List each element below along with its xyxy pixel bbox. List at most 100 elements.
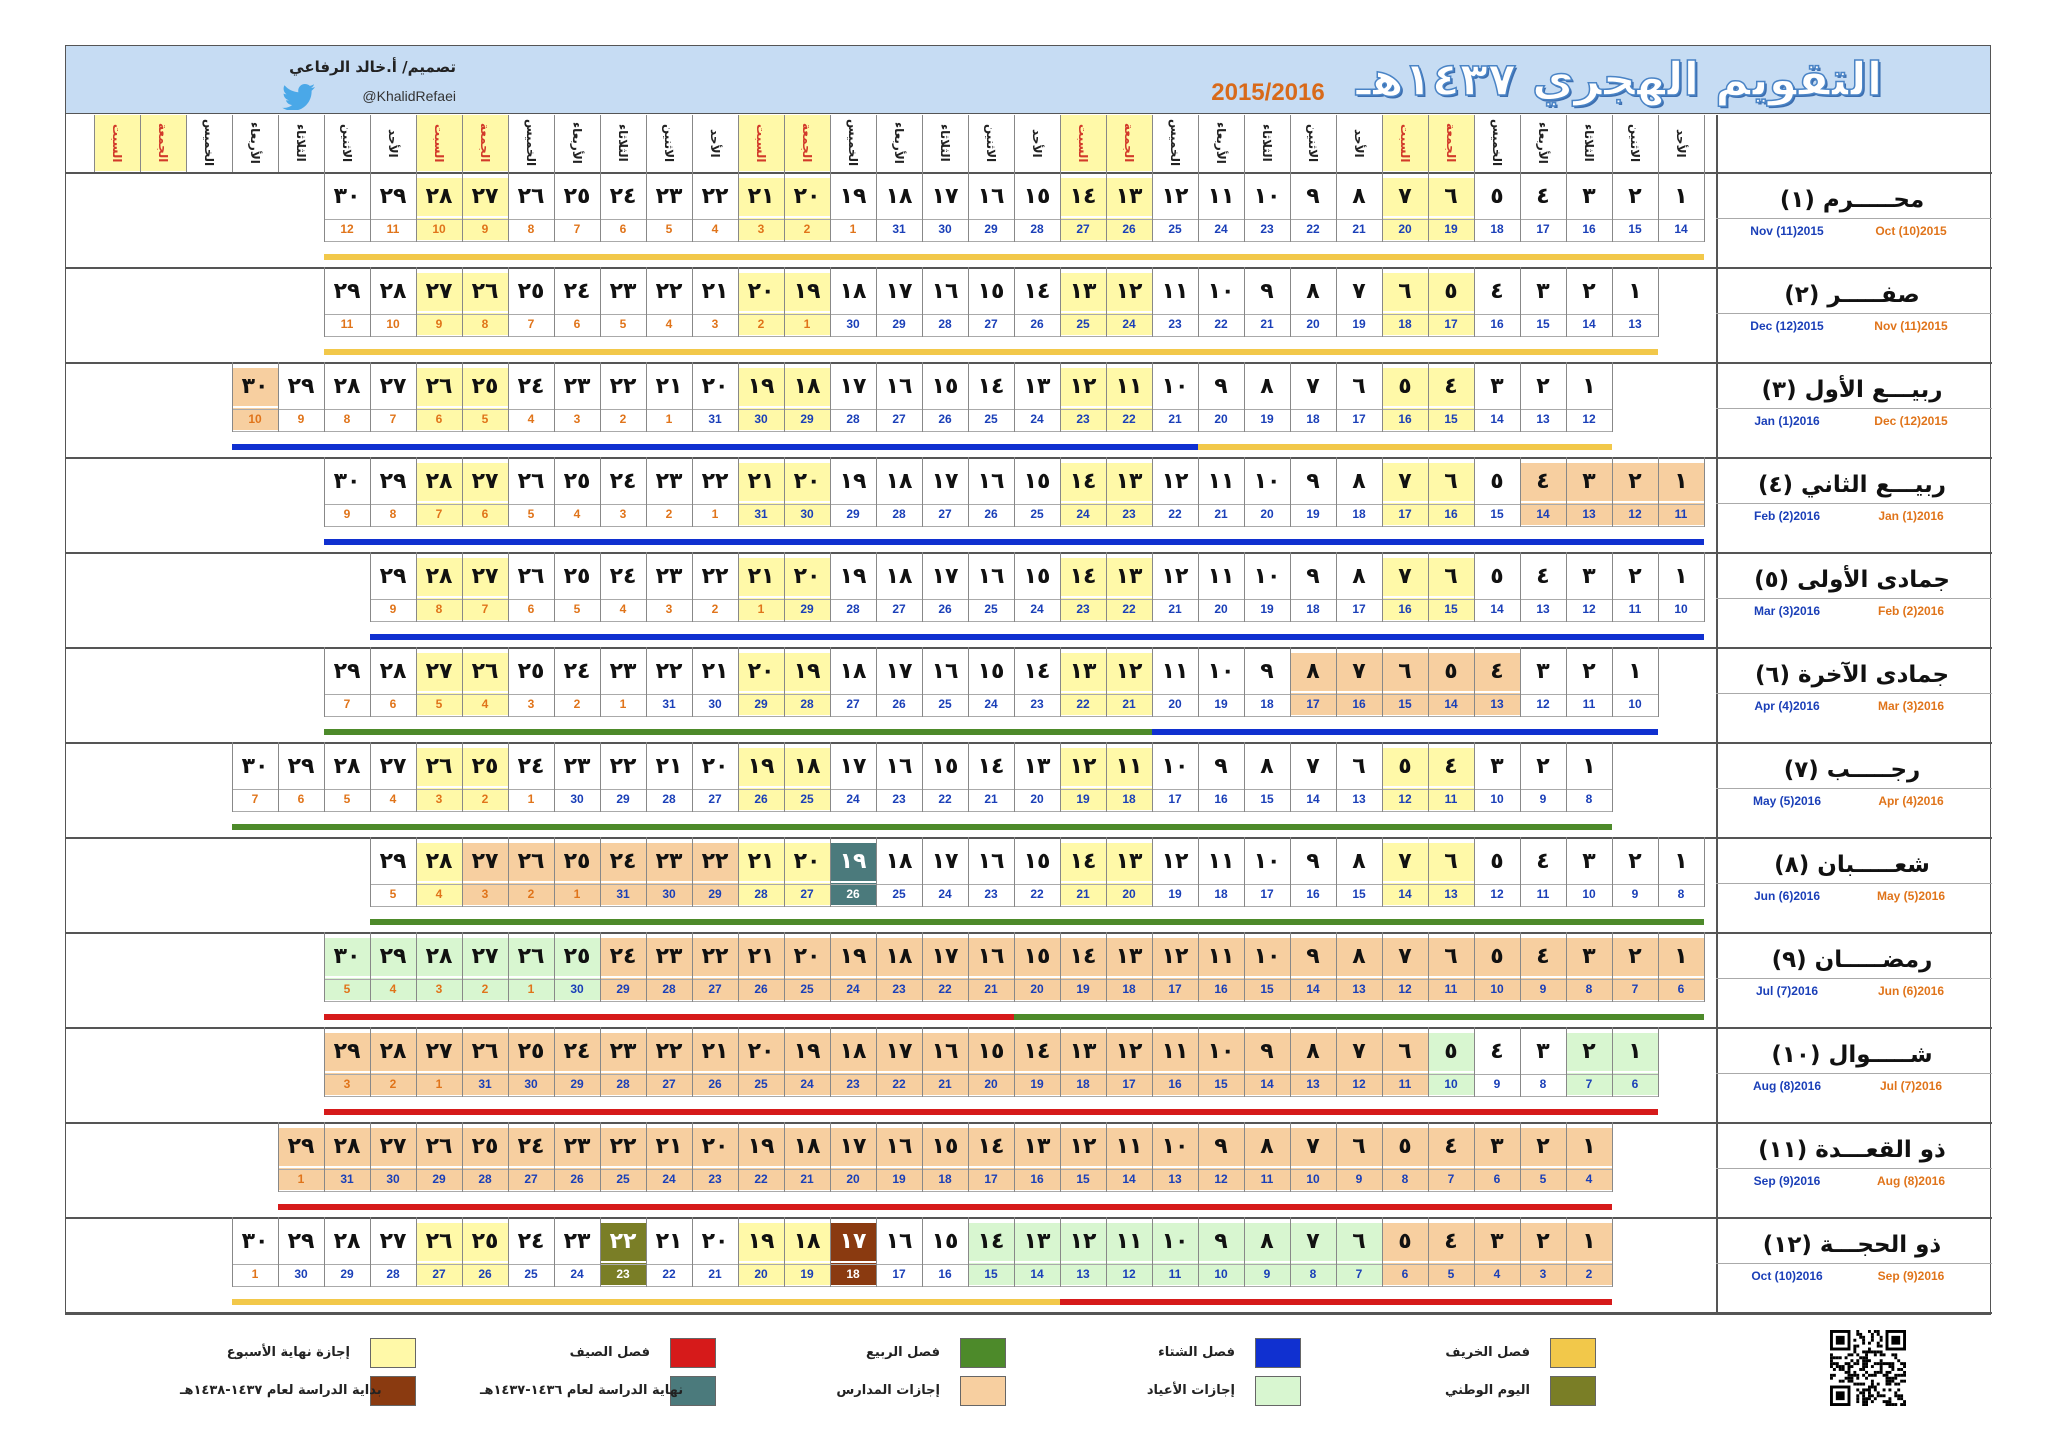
day-cell[interactable]: ١ 14 xyxy=(1658,172,1704,267)
day-cell[interactable]: ١١ 12 xyxy=(1106,1217,1152,1312)
day-cell[interactable]: ٣٠ 12 xyxy=(324,172,370,267)
day-cell[interactable]: ٣ 10 xyxy=(1474,742,1520,837)
day-cell[interactable]: ١٠ 17 xyxy=(1152,742,1198,837)
day-cell[interactable]: ٢٥ 30 xyxy=(554,932,600,1027)
day-cell[interactable]: ٢٣ 2 xyxy=(646,457,692,552)
day-cell[interactable]: ١٠ 22 xyxy=(1198,267,1244,362)
day-cell[interactable]: ٥ 14 xyxy=(1428,647,1474,742)
day-cell[interactable]: ٢٧ 3 xyxy=(462,837,508,932)
day-cell[interactable]: ٩ 14 xyxy=(1244,1027,1290,1122)
day-cell[interactable]: ٣٠ 5 xyxy=(324,932,370,1027)
day-cell[interactable]: ٢ 14 xyxy=(1566,267,1612,362)
day-cell[interactable]: ٢٨ 3 xyxy=(416,932,462,1027)
day-cell[interactable]: ١١ 20 xyxy=(1152,647,1198,742)
day-cell[interactable]: ١٧ 28 xyxy=(830,362,876,457)
day-cell[interactable]: ٢٠ 2 xyxy=(784,172,830,267)
day-cell[interactable]: ٢١ 1 xyxy=(738,552,784,647)
day-cell[interactable]: ٢٧ 6 xyxy=(462,457,508,552)
day-cell[interactable]: ١١ 18 xyxy=(1198,837,1244,932)
day-cell[interactable]: ١٦ 25 xyxy=(968,552,1014,647)
day-cell[interactable]: ١٥ 24 xyxy=(968,647,1014,742)
day-cell[interactable]: ٢٤ 4 xyxy=(508,362,554,457)
day-cell[interactable]: ١٥ 26 xyxy=(922,362,968,457)
day-cell[interactable]: ١٣ 18 xyxy=(1060,1027,1106,1122)
day-cell[interactable]: ٩ 18 xyxy=(1244,647,1290,742)
day-cell[interactable]: ١١ 16 xyxy=(1198,932,1244,1027)
day-cell[interactable]: ٦ 11 xyxy=(1382,1027,1428,1122)
day-cell[interactable]: ١٤ 19 xyxy=(1014,1027,1060,1122)
day-cell[interactable]: ١٢ 22 xyxy=(1152,457,1198,552)
day-cell[interactable]: ٤ 14 xyxy=(1520,457,1566,552)
day-cell[interactable]: ١٤ 19 xyxy=(1060,932,1106,1027)
day-cell[interactable]: ١ 10 xyxy=(1658,552,1704,647)
day-cell[interactable]: ١٤ 27 xyxy=(1060,172,1106,267)
day-cell[interactable]: ١٤ 26 xyxy=(1014,267,1060,362)
day-cell[interactable]: ٢٠ 29 xyxy=(738,647,784,742)
day-cell[interactable]: ٥ 15 xyxy=(1474,457,1520,552)
day-cell[interactable]: ٢١ 3 xyxy=(738,172,784,267)
day-cell[interactable]: ٢٩ 11 xyxy=(324,267,370,362)
day-cell[interactable]: ١ 11 xyxy=(1658,457,1704,552)
day-cell[interactable]: ٢٤ 2 xyxy=(554,647,600,742)
day-cell[interactable]: ٢٢ 4 xyxy=(692,172,738,267)
day-cell[interactable]: ٢١ 30 xyxy=(692,647,738,742)
day-cell[interactable]: ١٩ 20 xyxy=(738,1217,784,1312)
day-cell[interactable]: ٢٣ 24 xyxy=(554,1217,600,1312)
day-cell[interactable]: ١٤ 21 xyxy=(968,742,1014,837)
day-cell[interactable]: ٢١ 3 xyxy=(692,267,738,362)
day-cell[interactable]: ٢٥ 7 xyxy=(554,172,600,267)
day-cell[interactable]: ١ 12 xyxy=(1566,362,1612,457)
day-cell[interactable]: ١٧ 29 xyxy=(876,267,922,362)
day-cell[interactable]: ١٥ 22 xyxy=(1014,837,1060,932)
day-cell[interactable]: ٢٧ 7 xyxy=(370,362,416,457)
day-cell[interactable]: ١١ 18 xyxy=(1106,742,1152,837)
day-cell[interactable]: ٢٠ 25 xyxy=(784,932,830,1027)
day-cell[interactable]: ٧ 18 xyxy=(1290,362,1336,457)
day-cell[interactable]: ١٤ 17 xyxy=(968,1122,1014,1217)
day-cell[interactable]: ١٣ 14 xyxy=(1014,1217,1060,1312)
day-cell[interactable]: ٢٩ 1 xyxy=(278,1122,324,1217)
day-cell[interactable]: ٢٠ 21 xyxy=(692,1217,738,1312)
day-cell[interactable]: ٨ 15 xyxy=(1244,742,1290,837)
day-cell[interactable]: ٢١ 28 xyxy=(738,837,784,932)
day-cell[interactable]: ٢٦ 4 xyxy=(462,647,508,742)
day-cell[interactable]: ٢٥ 7 xyxy=(508,267,554,362)
day-cell[interactable]: ١٣ 20 xyxy=(1106,837,1152,932)
day-cell[interactable]: ٨ 13 xyxy=(1336,932,1382,1027)
day-cell[interactable]: ١٣ 22 xyxy=(1060,647,1106,742)
day-cell[interactable]: ٢٩ 5 xyxy=(370,837,416,932)
day-cell[interactable]: ١٧ 27 xyxy=(922,457,968,552)
day-cell[interactable]: ١٥ 25 xyxy=(1014,457,1060,552)
day-cell[interactable]: ٢٨ 29 xyxy=(324,1217,370,1312)
day-cell[interactable]: ٦ 13 xyxy=(1336,742,1382,837)
day-cell[interactable]: ١٣ 16 xyxy=(1014,1122,1060,1217)
day-cell[interactable]: ٢٨ 10 xyxy=(370,267,416,362)
day-cell[interactable]: ١٨ 23 xyxy=(830,1027,876,1122)
day-cell[interactable]: ١٤ 24 xyxy=(1060,457,1106,552)
day-cell[interactable]: ٩ 16 xyxy=(1290,837,1336,932)
day-cell[interactable]: ٢٤ 1 xyxy=(508,742,554,837)
day-cell[interactable]: ١٥ 18 xyxy=(922,1122,968,1217)
day-cell[interactable]: ٢٦ 31 xyxy=(462,1027,508,1122)
day-cell[interactable]: ١٩ 29 xyxy=(830,457,876,552)
day-cell[interactable]: ١٢ 17 xyxy=(1106,1027,1152,1122)
day-cell[interactable]: ٢٥ 5 xyxy=(462,362,508,457)
day-cell[interactable]: ٢٢ 29 xyxy=(692,837,738,932)
day-cell[interactable]: ٢٧ 7 xyxy=(462,552,508,647)
day-cell[interactable]: ١٢ 17 xyxy=(1152,932,1198,1027)
day-cell[interactable]: ٢٣ 26 xyxy=(554,1122,600,1217)
day-cell[interactable]: ٧ 17 xyxy=(1382,457,1428,552)
day-cell[interactable]: ١٩ 22 xyxy=(738,1122,784,1217)
day-cell[interactable]: ١٩ 1 xyxy=(830,172,876,267)
day-cell[interactable]: ١٤ 25 xyxy=(968,362,1014,457)
day-cell[interactable]: ٥ 12 xyxy=(1474,837,1520,932)
